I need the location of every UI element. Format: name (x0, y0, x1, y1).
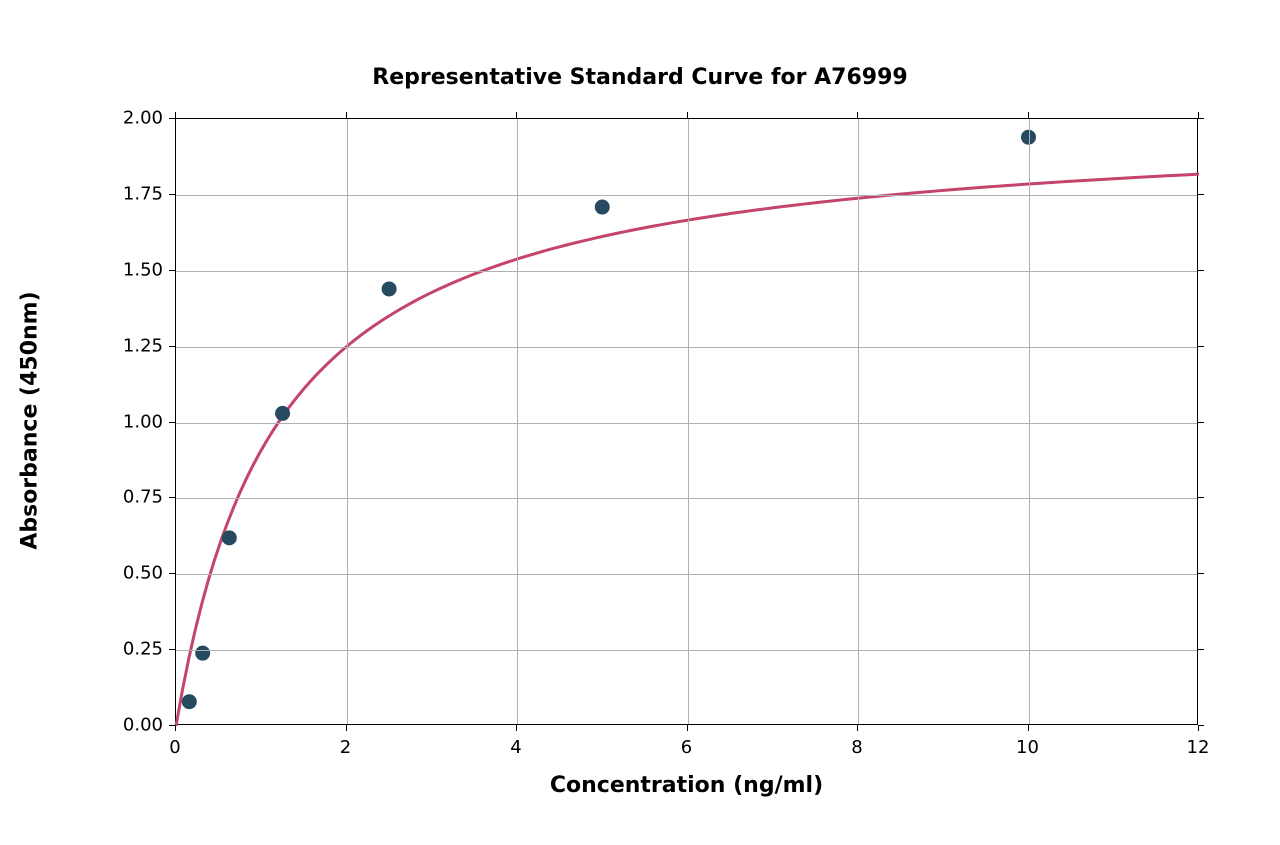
gridline-horizontal (176, 574, 1197, 575)
x-axis-label: Concentration (ng/ml) (175, 773, 1198, 798)
xtick-mark-top (516, 112, 517, 118)
ytick-mark-right (1198, 573, 1204, 574)
ytick-label: 0.00 (123, 715, 163, 736)
xtick-label: 12 (1187, 737, 1210, 758)
xtick-mark (1028, 725, 1029, 731)
ytick-mark-right (1198, 725, 1204, 726)
gridline-vertical (347, 119, 348, 724)
xtick-label: 8 (851, 737, 862, 758)
ytick-mark (169, 194, 175, 195)
xtick-label: 4 (510, 737, 521, 758)
ytick-label: 0.50 (123, 563, 163, 584)
xtick-mark-top (1028, 112, 1029, 118)
gridline-horizontal (176, 498, 1197, 499)
xtick-mark (516, 725, 517, 731)
xtick-label: 2 (340, 737, 351, 758)
ytick-mark (169, 725, 175, 726)
data-point (382, 282, 396, 296)
chart-title: Representative Standard Curve for A76999 (0, 65, 1280, 90)
ytick-mark (169, 649, 175, 650)
gridline-vertical (517, 119, 518, 724)
gridline-horizontal (176, 347, 1197, 348)
ytick-mark-right (1198, 194, 1204, 195)
gridline-vertical (1029, 119, 1030, 724)
ytick-mark-right (1198, 118, 1204, 119)
xtick-label: 10 (1016, 737, 1039, 758)
plot-area (175, 118, 1198, 725)
ytick-label: 1.00 (123, 411, 163, 432)
gridline-horizontal (176, 423, 1197, 424)
data-point (196, 646, 210, 660)
ytick-mark-right (1198, 346, 1204, 347)
gridline-horizontal (176, 650, 1197, 651)
ytick-label: 0.25 (123, 639, 163, 660)
xtick-mark (175, 725, 176, 731)
xtick-label: 6 (681, 737, 692, 758)
xtick-mark-top (857, 112, 858, 118)
gridline-horizontal (176, 195, 1197, 196)
ytick-mark-right (1198, 270, 1204, 271)
ytick-mark (169, 573, 175, 574)
xtick-mark-top (175, 112, 176, 118)
gridline-vertical (688, 119, 689, 724)
ytick-mark-right (1198, 422, 1204, 423)
data-point (276, 406, 290, 420)
ytick-mark (169, 118, 175, 119)
gridline-horizontal (176, 271, 1197, 272)
data-point (182, 695, 196, 709)
xtick-mark (687, 725, 688, 731)
ytick-mark (169, 346, 175, 347)
ytick-mark-right (1198, 497, 1204, 498)
ytick-mark-right (1198, 649, 1204, 650)
xtick-mark-top (346, 112, 347, 118)
data-point (222, 531, 236, 545)
ytick-mark (169, 422, 175, 423)
xtick-mark-top (687, 112, 688, 118)
ytick-mark (169, 270, 175, 271)
gridline-vertical (858, 119, 859, 724)
ytick-label: 1.25 (123, 335, 163, 356)
data-point (595, 200, 609, 214)
xtick-mark (857, 725, 858, 731)
ytick-label: 1.50 (123, 259, 163, 280)
xtick-mark (346, 725, 347, 731)
xtick-label: 0 (169, 737, 180, 758)
chart-container: Representative Standard Curve for A76999… (0, 0, 1280, 845)
y-axis-label: Absorbance (450nm) (18, 280, 43, 560)
ytick-label: 1.75 (123, 183, 163, 204)
ytick-label: 2.00 (123, 108, 163, 129)
ytick-label: 0.75 (123, 487, 163, 508)
ytick-mark (169, 497, 175, 498)
